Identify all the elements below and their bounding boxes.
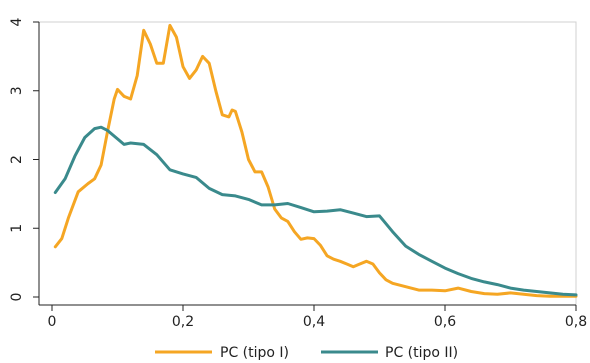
series-line-1 — [55, 25, 576, 296]
x-tick-label: 0,4 — [303, 314, 325, 330]
plot-frame — [39, 22, 576, 305]
legend-label: PC (tipo I) — [220, 345, 289, 361]
series-layer — [55, 25, 576, 296]
y-tick-label: 2 — [9, 155, 25, 164]
x-tick-label: 0,6 — [434, 314, 456, 330]
y-ticks: 0 1 2 3 4 — [9, 17, 39, 301]
y-tick-label: 0 — [9, 293, 25, 302]
legend: PC (tipo I) PC (tipo II) — [155, 345, 458, 361]
x-tick-label: 0 — [48, 314, 57, 330]
y-tick-label: 1 — [9, 224, 25, 233]
y-tick-label: 4 — [9, 17, 25, 26]
x-tick-label: 0,8 — [565, 314, 587, 330]
legend-label: PC (tipo II) — [385, 345, 458, 361]
series-line-2 — [55, 127, 576, 295]
x-ticks: 0 0,2 0,4 0,6 0,8 — [48, 305, 588, 330]
y-tick-label: 3 — [9, 86, 25, 95]
x-tick-label: 0,2 — [172, 314, 194, 330]
